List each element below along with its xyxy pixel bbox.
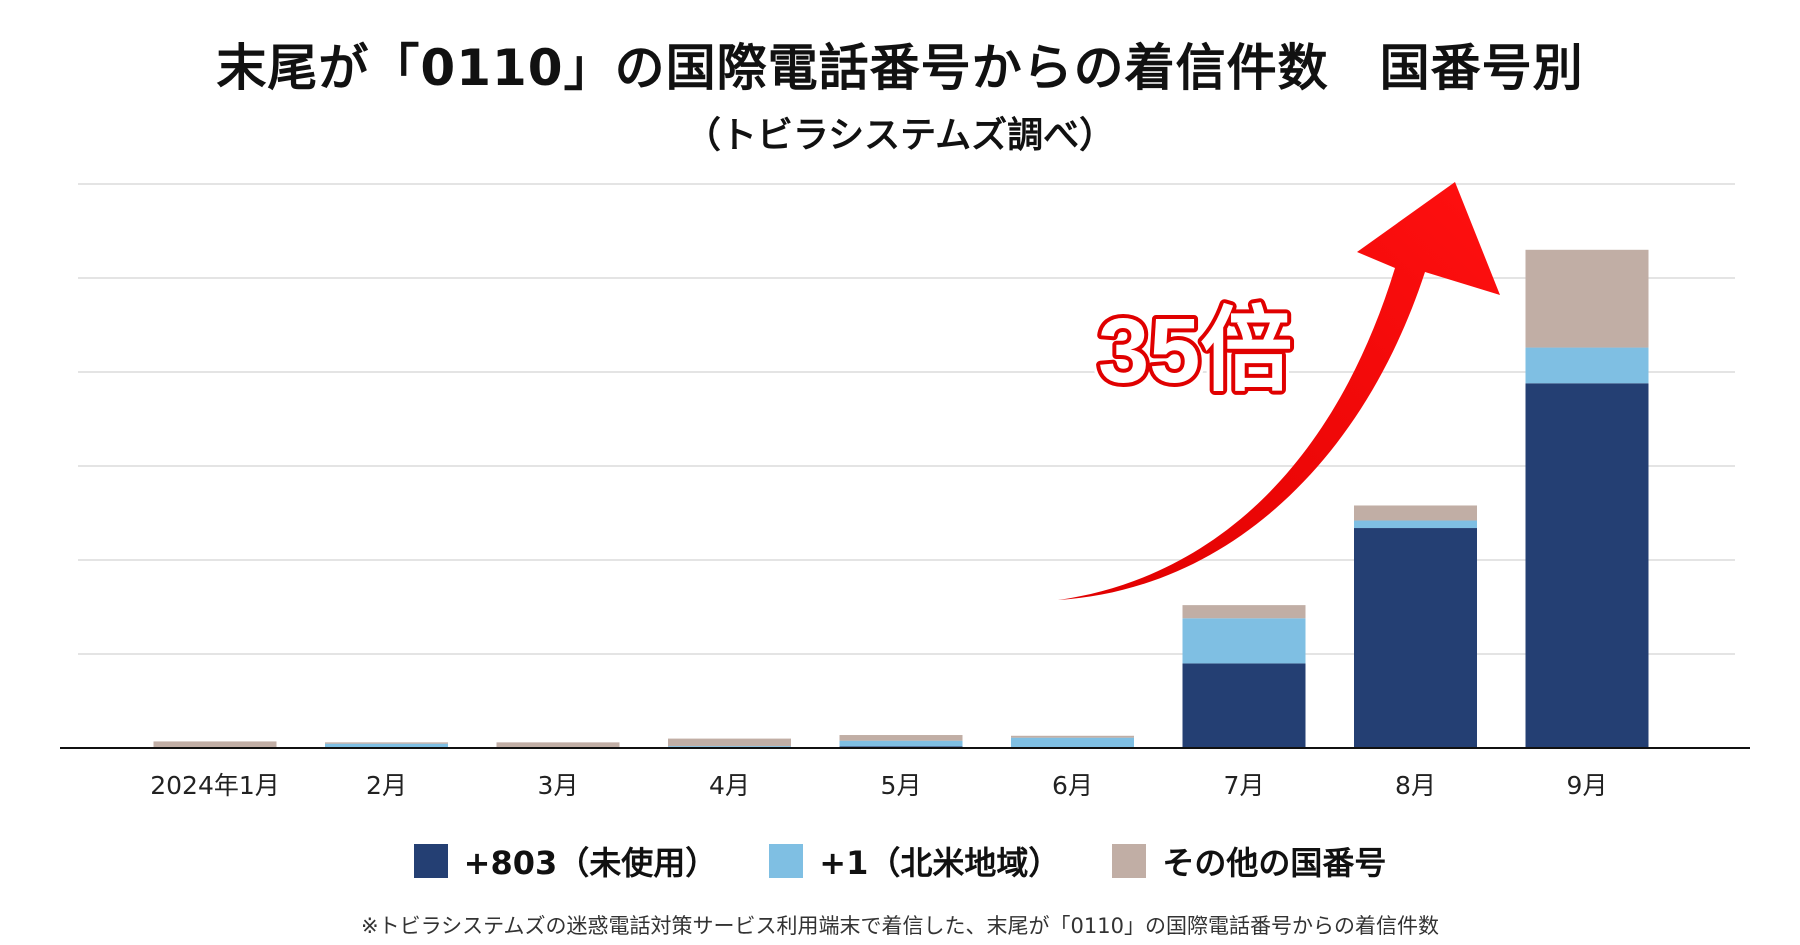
bar-segment-5-2 <box>839 740 963 747</box>
legend-item-plus1: +1（北米地域） <box>769 838 1060 884</box>
bar-segment-7-3 <box>1182 605 1306 619</box>
annotation-label: 35倍 <box>1098 300 1292 402</box>
legend-label-other: その他の国番号 <box>1162 844 1387 882</box>
legend-swatch-plus1 <box>769 844 804 878</box>
annotation-label-stroke: 35倍 <box>1098 300 1292 402</box>
annotation-label-outline: 35倍 <box>1098 300 1292 402</box>
chart-subtitle: （トビラシステムズ調べ） <box>684 115 1116 156</box>
bar-segment-8-2 <box>1354 520 1477 529</box>
bar-segment-6-2 <box>1011 737 1134 748</box>
x-tick-label-3: 3月 <box>538 771 579 800</box>
legend-swatch-other <box>1112 844 1147 878</box>
bar-segment-5-3 <box>839 735 963 741</box>
footnote: ※トビラシステムズの迷惑電話対策サービス利用端末で着信した、末尾が「0110」の… <box>361 914 1439 938</box>
growth-arrow <box>1058 182 1500 600</box>
x-tick-label-2: 2月 <box>366 771 407 800</box>
bar-segment-7-1 <box>1182 663 1306 748</box>
bar-segment-4-2 <box>668 746 791 748</box>
x-tick-label-7: 7月 <box>1224 771 1265 800</box>
bar-segment-9-1 <box>1525 383 1649 748</box>
bar-segment-4-3 <box>668 738 791 747</box>
legend-swatch-803 <box>413 844 448 878</box>
x-tick-label-1: 2024年1月 <box>150 771 280 800</box>
x-tick-label-9: 9月 <box>1567 771 1608 800</box>
bar-segment-3-3 <box>496 742 620 748</box>
bar-segment-9-3 <box>1525 249 1649 348</box>
bar-segment-2-2 <box>325 743 448 748</box>
chart-legend: +803（未使用） +1（北米地域） その他の国番号 <box>0 838 1800 884</box>
bar-segment-7-2 <box>1182 618 1306 664</box>
bar-segment-8-1 <box>1354 528 1477 748</box>
bar-segment-9-2 <box>1525 347 1649 384</box>
legend-label-plus1: +1（北米地域） <box>819 844 1061 882</box>
legend-item-803: +803（未使用） <box>413 838 718 884</box>
bar-segment-8-3 <box>1354 505 1477 521</box>
chart-title: 末尾が「0110」の国際電話番号からの着信件数 国番号別 <box>216 39 1584 97</box>
bar-segment-6-3 <box>1011 735 1134 738</box>
legend-label-803: +803（未使用） <box>463 844 718 882</box>
x-tick-label-4: 4月 <box>709 771 750 800</box>
x-tick-label-6: 6月 <box>1052 771 1093 800</box>
x-tick-label-5: 5月 <box>881 771 922 800</box>
x-tick-label-8: 8月 <box>1395 771 1436 800</box>
legend-item-other: その他の国番号 <box>1112 838 1386 884</box>
bar-segment-2-3 <box>325 742 448 744</box>
bar-segment-1-3 <box>153 741 277 748</box>
